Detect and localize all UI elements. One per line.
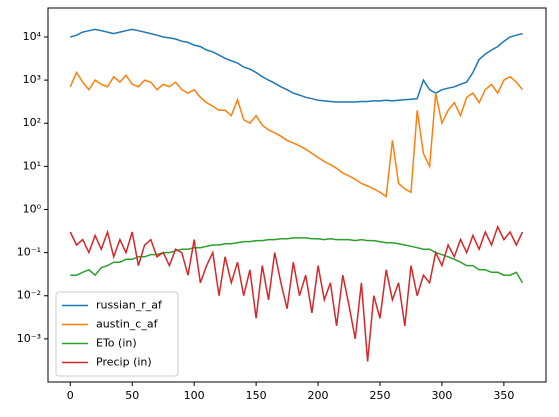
y-tick-label: 10³ <box>23 73 41 86</box>
series-line <box>70 28 523 103</box>
y-tick-label: 10⁻² <box>17 289 41 302</box>
plot-frame <box>47 7 547 383</box>
y-tick-label: 10⁰ <box>23 202 42 215</box>
y-tick-label: 10⁻³ <box>17 332 41 345</box>
x-tick-label: 0 <box>67 389 74 402</box>
x-tick-label: 50 <box>125 389 139 402</box>
legend-label: ETo (in) <box>96 337 137 350</box>
x-tick-label: 200 <box>308 389 329 402</box>
legend-box <box>55 291 179 377</box>
legend-label: Precip (in) <box>96 356 152 369</box>
legend-label: russian_r_af <box>96 299 163 312</box>
x-tick-label: 150 <box>246 389 267 402</box>
y-tick-label: 10¹ <box>23 159 41 172</box>
series-line <box>70 237 524 284</box>
series-line <box>69 70 524 198</box>
legend-label: austin_c_af <box>96 318 159 331</box>
x-tick-label: 250 <box>370 389 391 402</box>
series-line <box>69 224 524 362</box>
y-tick-label: 10² <box>23 116 41 129</box>
y-tick-label: 10⁻¹ <box>17 246 41 259</box>
x-tick-label: 300 <box>431 389 452 402</box>
x-tick-label: 350 <box>493 389 514 402</box>
x-tick-label: 100 <box>184 389 205 402</box>
y-tick-label: 10⁴ <box>23 30 42 43</box>
